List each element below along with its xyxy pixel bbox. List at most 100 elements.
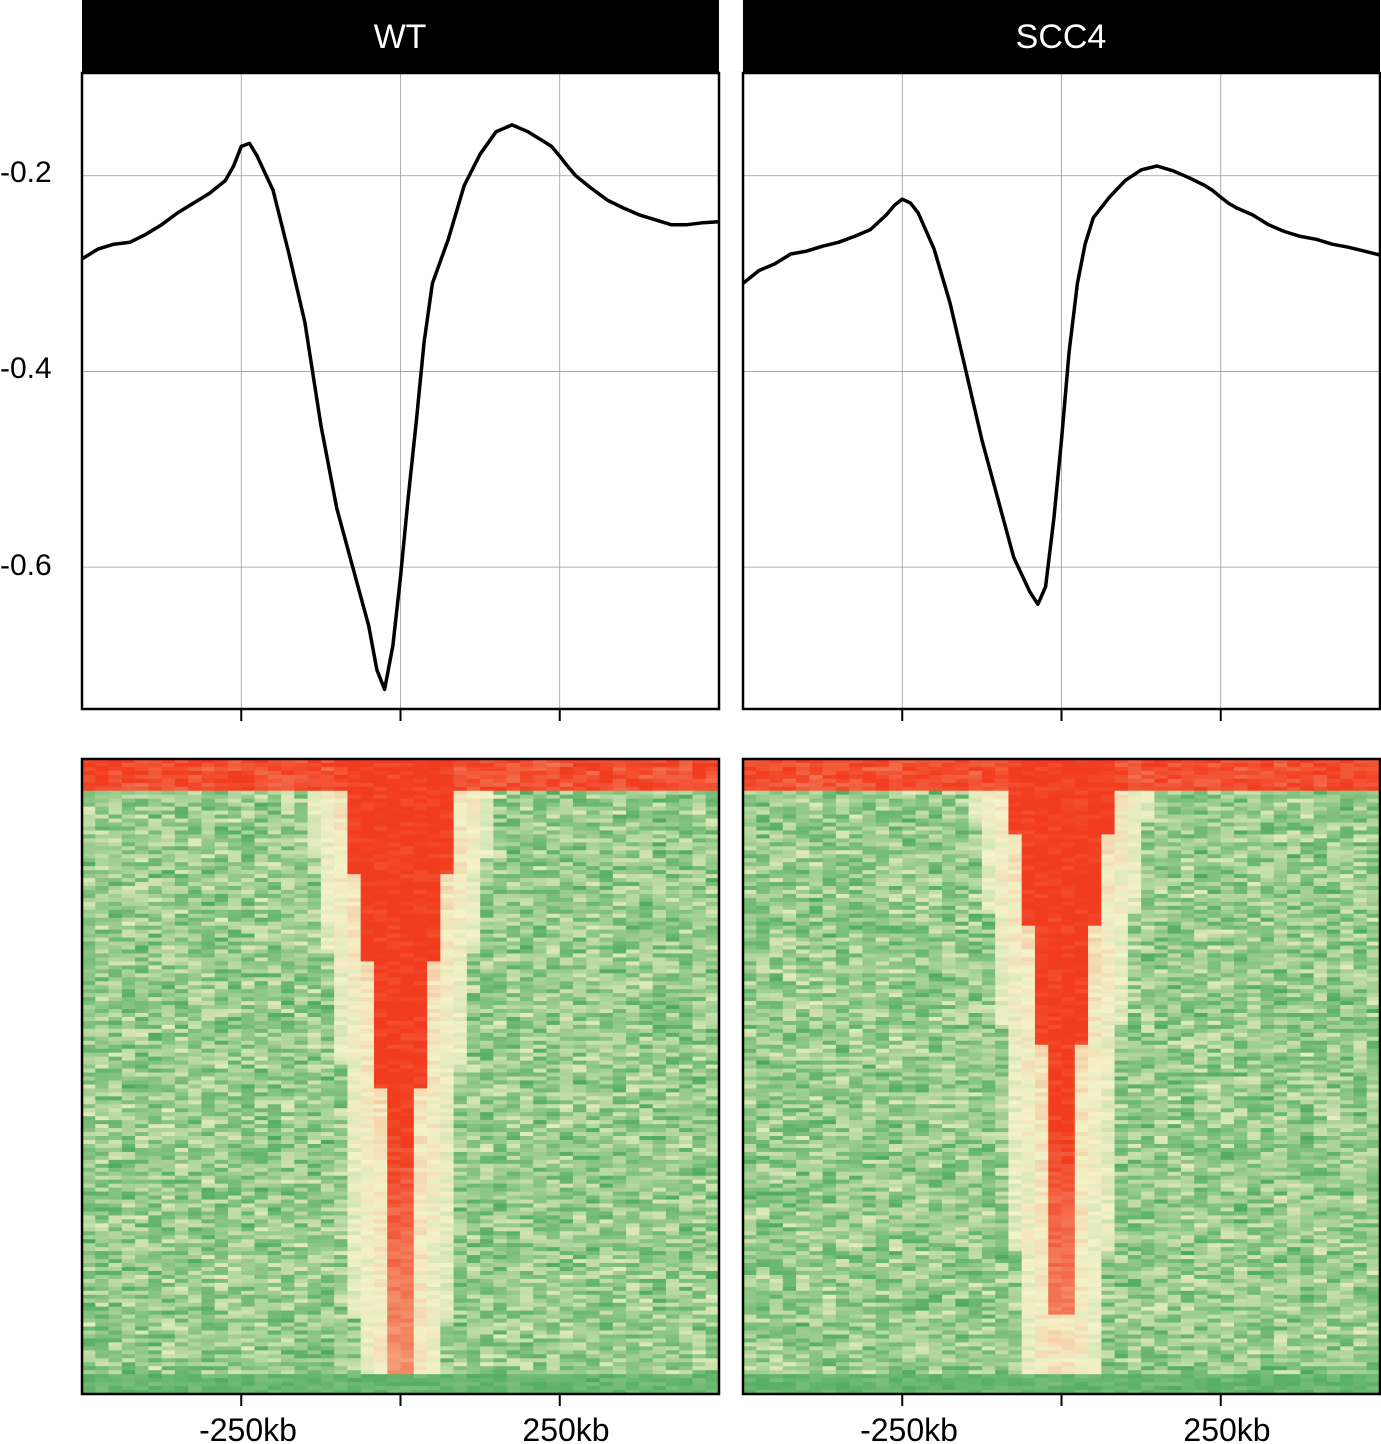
heatmap-cell: [612, 790, 627, 796]
heatmap-cell: [281, 989, 295, 994]
heatmap-cell: [453, 941, 468, 947]
heatmap-cell: [360, 858, 375, 863]
heatmap-cell: [201, 818, 216, 824]
heatmap-cell: [519, 1140, 534, 1145]
heatmap-cell: [519, 953, 534, 959]
heatmap-cell: [201, 1167, 216, 1173]
heatmap-cell: [453, 1163, 468, 1169]
heatmap-cell: [148, 1044, 163, 1050]
heatmap-cell: [599, 798, 614, 804]
heatmap-cell: [586, 893, 601, 899]
heatmap-cell: [294, 1147, 309, 1153]
heatmap-cell: [148, 1100, 163, 1105]
heatmap-cell: [135, 794, 149, 800]
heatmap-cell: [679, 1120, 694, 1125]
heatmap-cell: [82, 850, 96, 855]
heatmap-cell: [294, 766, 309, 772]
heatmap-cell: [519, 1100, 534, 1105]
heatmap-cell: [227, 1128, 242, 1133]
heatmap-cell: [692, 1104, 707, 1109]
heatmap-cell: [480, 759, 494, 764]
heatmap-cell: [506, 766, 521, 772]
heatmap-cell: [506, 889, 521, 895]
heatmap-cell: [612, 866, 627, 871]
heatmap-cell: [639, 802, 654, 808]
heatmap-cell: [519, 834, 534, 839]
heatmap-cell: [679, 1147, 694, 1153]
heatmap-cell: [214, 866, 229, 871]
heatmap-cell: [705, 834, 719, 839]
heatmap-cell: [573, 874, 587, 879]
heatmap-cell: [466, 1080, 481, 1086]
heatmap-cell: [373, 1080, 388, 1086]
heatmap-cell: [440, 790, 455, 796]
heatmap-cell: [267, 866, 282, 871]
heatmap-cell: [148, 838, 163, 843]
heatmap-cell: [546, 762, 561, 768]
heatmap-cell: [82, 1116, 96, 1121]
heatmap-cell: [679, 933, 694, 939]
heatmap-cell: [692, 1159, 707, 1165]
heatmap-cell: [334, 842, 349, 847]
heatmap-cell: [108, 1159, 123, 1165]
heatmap-cell: [95, 1052, 110, 1058]
heatmap-cell: [254, 1096, 269, 1101]
heatmap-cell: [373, 1143, 388, 1149]
heatmap-cell: [453, 850, 468, 855]
heatmap-cell: [121, 981, 136, 986]
heatmap-cell: [294, 866, 309, 871]
heatmap-cell: [639, 1104, 654, 1109]
heatmap-cell: [519, 949, 534, 955]
heatmap-cell: [599, 1024, 614, 1030]
heatmap-cell: [95, 1044, 110, 1050]
heatmap-cell: [440, 1147, 455, 1153]
heatmap-cell: [506, 897, 521, 903]
heatmap-cell: [453, 802, 468, 808]
heatmap-cell: [161, 1151, 176, 1157]
heatmap-cell: [254, 925, 269, 931]
heatmap-cell: [626, 1163, 640, 1169]
heatmap-cell: [573, 917, 587, 923]
heatmap-cell: [705, 949, 719, 955]
heatmap-cell: [692, 1048, 707, 1054]
heatmap-cell: [387, 798, 402, 804]
heatmap-cell: [307, 858, 322, 863]
heatmap-cell: [148, 862, 163, 867]
heatmap-cell: [665, 766, 680, 772]
heatmap-cell: [679, 1104, 694, 1109]
heatmap-cell: [307, 866, 322, 871]
heatmap-cell: [692, 909, 707, 915]
heatmap-cell: [387, 866, 402, 871]
heatmap-cell: [679, 925, 694, 931]
heatmap-cell: [466, 826, 481, 832]
heatmap-cell: [466, 1147, 481, 1153]
heatmap-cell: [82, 945, 96, 951]
heatmap-cell: [360, 1112, 375, 1117]
heatmap-cell: [626, 1036, 640, 1042]
heatmap-cell: [559, 1076, 574, 1082]
heatmap-cell: [214, 834, 229, 839]
heatmap-cell: [519, 1036, 534, 1042]
heatmap-cell: [493, 834, 508, 839]
heatmap-cell: [400, 1100, 415, 1105]
heatmap-cell: [612, 1068, 627, 1074]
heatmap-cell: [294, 1044, 309, 1050]
heatmap-cell: [188, 921, 203, 927]
heatmap-cell: [373, 957, 388, 963]
heatmap-cell: [639, 1080, 654, 1086]
heatmap-cell: [626, 1092, 640, 1097]
heatmap-cell: [294, 826, 309, 832]
heatmap-cell: [493, 1005, 508, 1010]
heatmap-cell: [519, 997, 534, 1002]
heatmap-cell: [400, 818, 415, 824]
heatmap-cell: [413, 822, 428, 828]
heatmap-cell: [533, 759, 548, 764]
heatmap-cell: [506, 933, 521, 939]
heatmap-cell: [241, 897, 256, 903]
heatmap-cell: [639, 858, 654, 863]
heatmap-cell: [586, 1080, 601, 1086]
heatmap-cell: [281, 786, 295, 792]
heatmap-cell: [679, 937, 694, 943]
heatmap-cell: [347, 1096, 362, 1101]
heatmap-cell: [612, 1024, 627, 1030]
